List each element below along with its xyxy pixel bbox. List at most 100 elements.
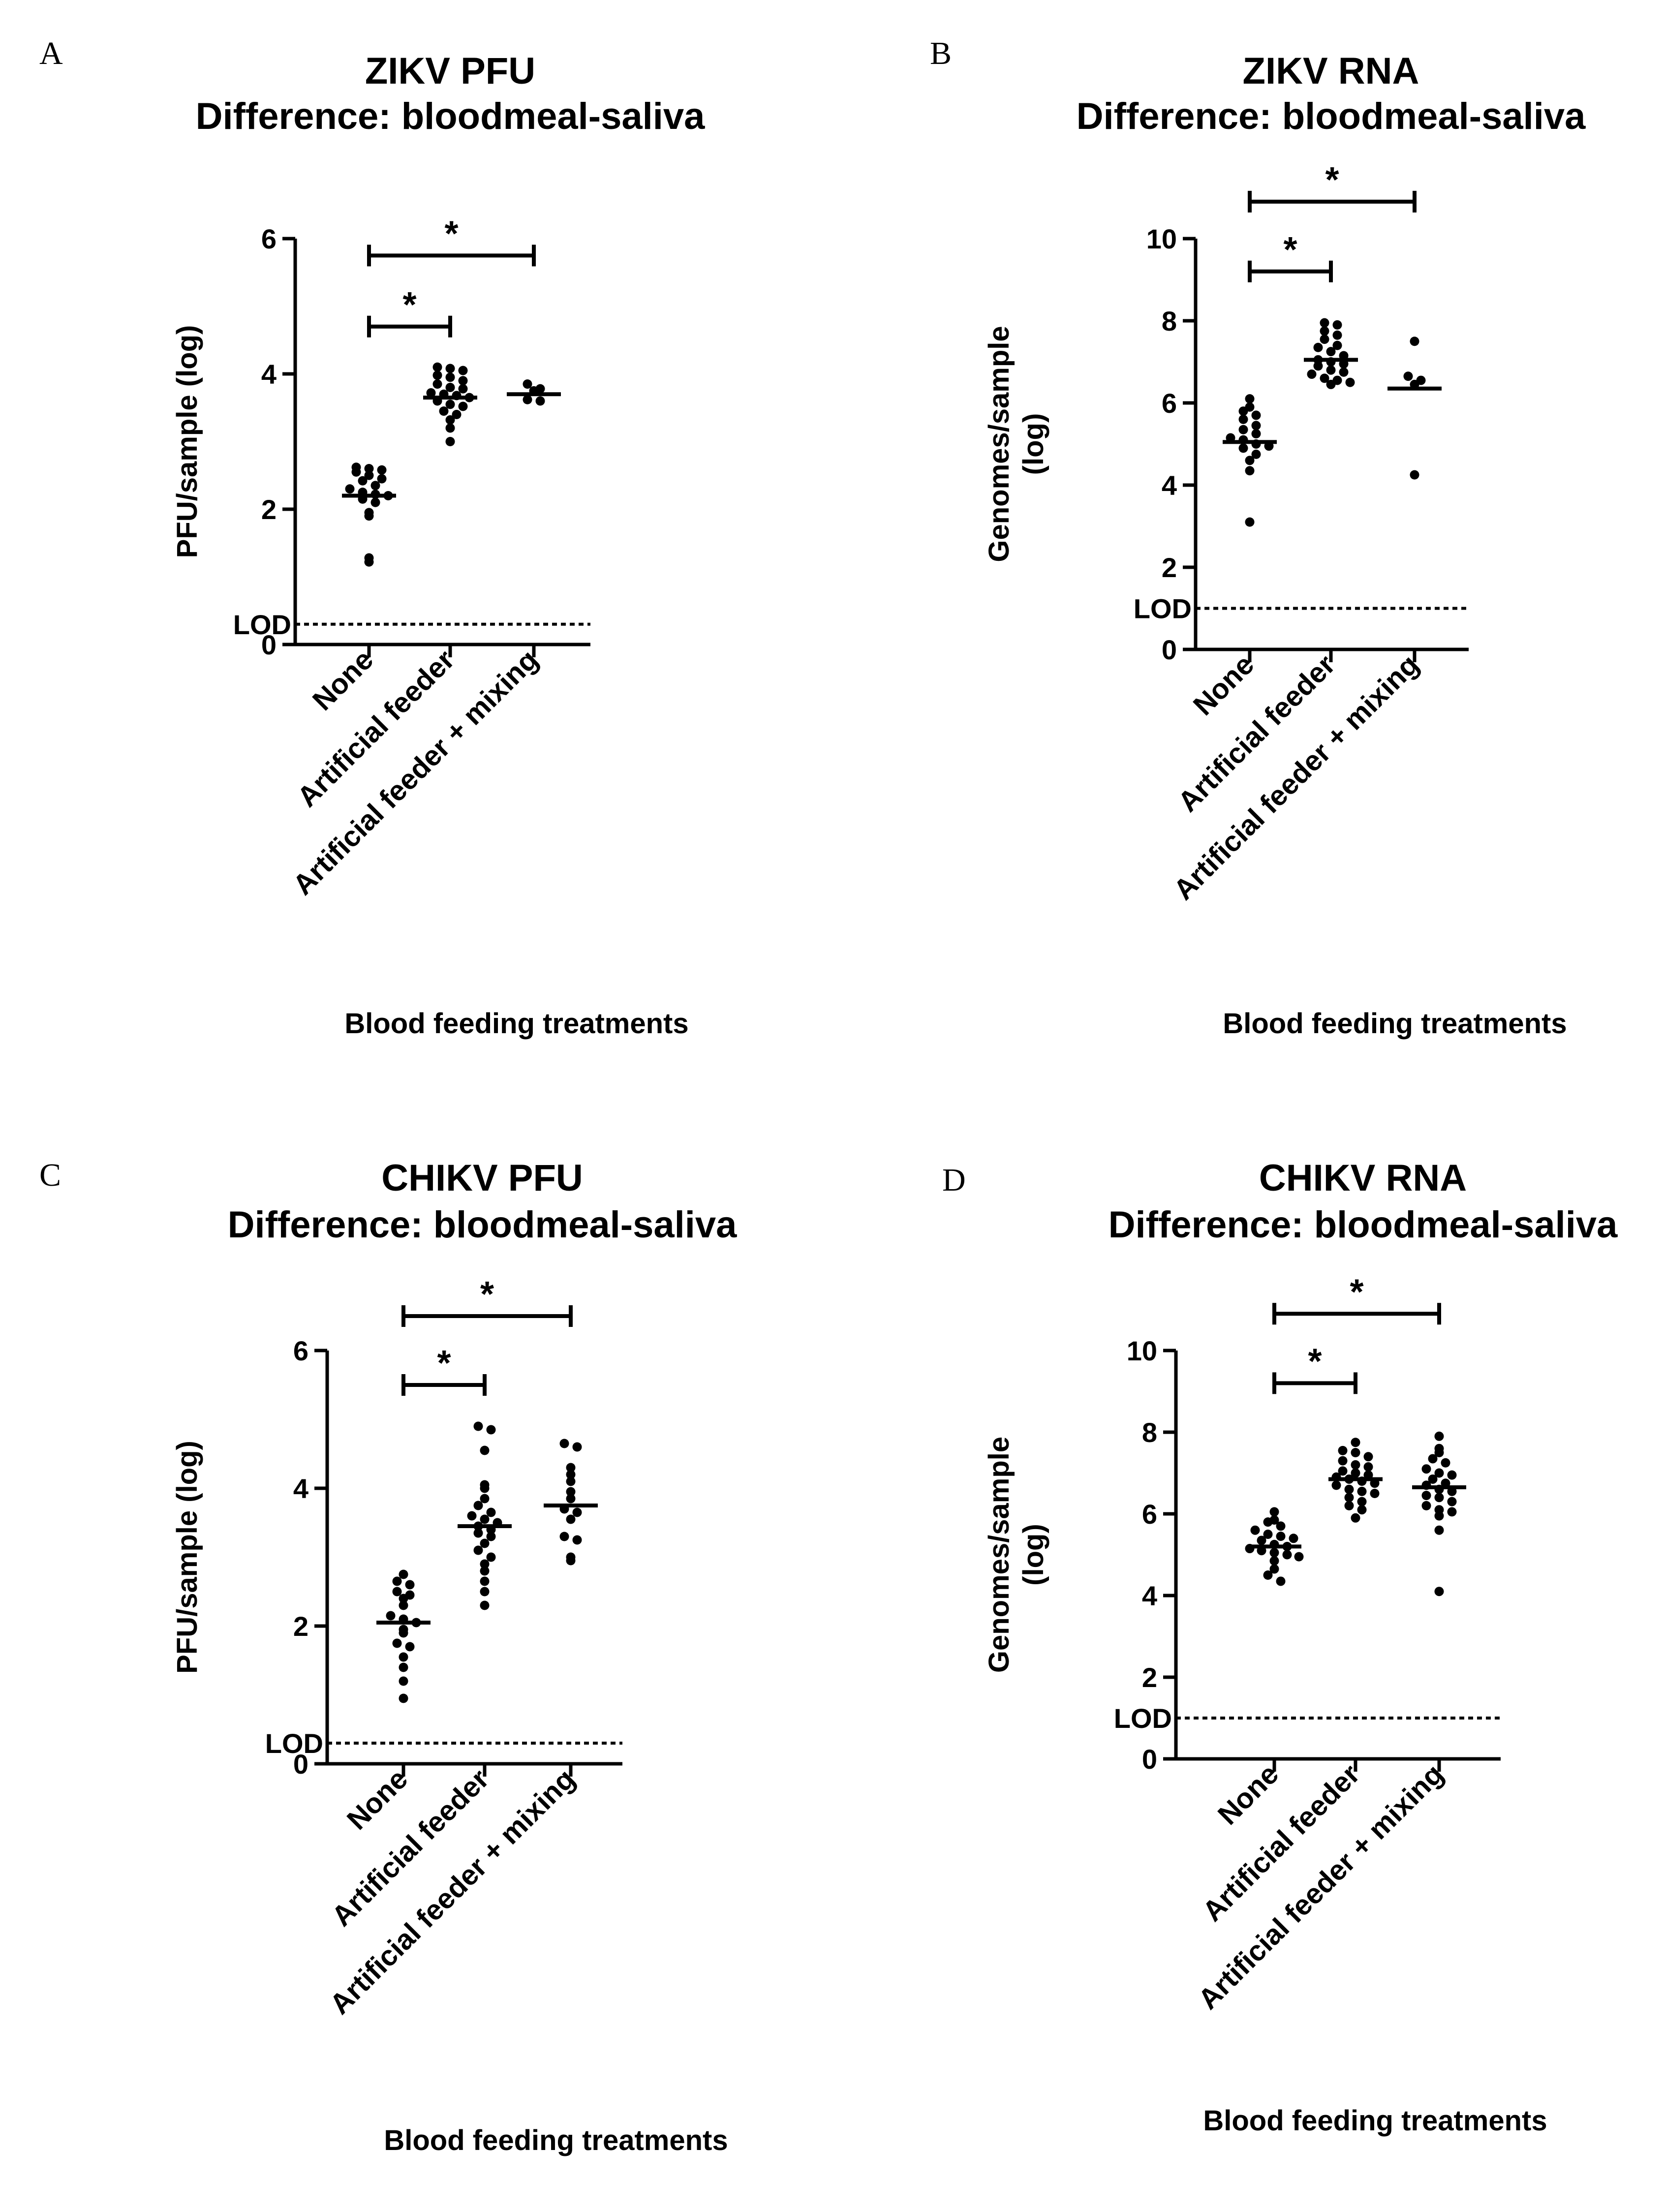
data-point — [1263, 1530, 1273, 1539]
panel-letter: A — [39, 35, 63, 71]
data-point — [1269, 1515, 1279, 1525]
data-point — [1326, 347, 1336, 357]
chart-panel-d: D CHIKV RNA Difference: bloodmeal-saliva 0 2… — [942, 1157, 1618, 2137]
data-point — [1332, 340, 1342, 350]
chart-subtitle: Difference: bloodmeal-saliva — [1077, 95, 1586, 137]
y-axis-label: Genomes/sample — [983, 326, 1015, 562]
x-axis-label: Blood feeding treatments — [1203, 2105, 1547, 2137]
data-point — [351, 462, 361, 472]
y-axis-label: (log) — [1017, 1524, 1049, 1586]
significance-label: * — [437, 1344, 451, 1383]
data-point — [1351, 1448, 1360, 1457]
data-point — [480, 1587, 490, 1597]
data-point — [480, 1494, 490, 1504]
data-point — [1269, 1507, 1279, 1517]
significance-label: * — [1350, 1272, 1363, 1312]
data-point — [1251, 449, 1261, 459]
data-point — [486, 1507, 496, 1517]
data-point — [1403, 371, 1413, 381]
y-axis-label: PFU/sample (log) — [171, 1441, 203, 1674]
data-point — [480, 1600, 490, 1610]
data-point — [1351, 1513, 1360, 1523]
data-point — [1434, 1468, 1444, 1478]
data-point — [480, 1559, 490, 1569]
data-point — [1428, 1474, 1438, 1484]
chart-title: CHIKV PFU — [381, 1157, 583, 1199]
data-point — [1238, 443, 1248, 453]
data-point — [1447, 1470, 1457, 1480]
y-axis-label: Genomes/sample — [983, 1437, 1015, 1673]
data-point — [1282, 1550, 1292, 1560]
data-point — [364, 470, 374, 480]
significance-label: * — [444, 214, 458, 253]
data-point — [559, 1532, 569, 1541]
y-tick-label: 4 — [1142, 1580, 1157, 1611]
y-tick-label: 10 — [1127, 1335, 1157, 1366]
y-tick-label: 6 — [293, 1335, 308, 1366]
data-point — [445, 415, 455, 425]
data-point — [473, 1528, 483, 1538]
chart-title: CHIKV RNA — [1259, 1157, 1467, 1199]
data-point — [566, 1494, 576, 1504]
data-point — [370, 481, 380, 491]
data-point — [473, 1421, 483, 1431]
data-point — [1447, 1497, 1457, 1506]
data-point — [1447, 1507, 1457, 1517]
y-tick-label: 0 — [293, 1749, 308, 1780]
data-point — [1370, 1489, 1380, 1498]
lod-label: LOD — [265, 1728, 323, 1759]
data-point — [439, 406, 449, 416]
data-point — [1257, 1536, 1266, 1545]
data-point — [1238, 425, 1248, 434]
data-point — [1434, 1525, 1444, 1535]
data-point — [1332, 375, 1342, 385]
data-point — [1276, 1532, 1286, 1541]
data-point — [480, 1445, 490, 1455]
data-point — [399, 1652, 408, 1662]
data-point — [1320, 335, 1329, 344]
x-axis-label: Blood feeding treatments — [1223, 1008, 1567, 1040]
data-point — [1251, 429, 1261, 439]
data-point — [473, 1545, 483, 1555]
data-point — [1276, 1576, 1286, 1586]
data-point — [1434, 1505, 1444, 1515]
x-axis-label: Blood feeding treatments — [384, 2124, 728, 2156]
data-point — [1245, 394, 1255, 404]
chart-title: ZIKV PFU — [365, 50, 535, 92]
data-point — [1250, 1525, 1260, 1535]
data-point — [559, 1439, 569, 1448]
data-point — [432, 379, 442, 389]
data-point — [1251, 410, 1261, 420]
data-point — [1351, 1438, 1360, 1447]
data-point — [405, 1642, 415, 1652]
data-point — [1269, 1548, 1279, 1558]
data-point — [1338, 1445, 1348, 1455]
data-point — [358, 476, 368, 486]
data-point — [445, 399, 455, 409]
data-point — [1357, 1486, 1367, 1496]
y-tick-label: 4 — [293, 1473, 308, 1504]
data-point — [1428, 1454, 1438, 1464]
data-point — [1245, 402, 1255, 412]
data-point — [566, 1487, 576, 1497]
data-point — [1344, 1501, 1354, 1510]
y-tick-label: 2 — [1142, 1662, 1157, 1693]
data-point — [405, 1580, 415, 1590]
significance-label: * — [1325, 160, 1339, 200]
data-point — [1410, 470, 1419, 480]
data-point — [458, 366, 468, 375]
data-point — [572, 1442, 582, 1452]
data-point — [473, 1501, 483, 1510]
data-point — [432, 362, 442, 372]
data-point — [445, 383, 455, 392]
data-point — [377, 474, 387, 484]
data-point — [486, 1532, 496, 1541]
data-point — [1294, 1552, 1304, 1562]
lod-label: LOD — [1114, 1703, 1172, 1734]
data-point — [572, 1507, 582, 1517]
y-tick-label: 2 — [293, 1611, 308, 1642]
y-tick-label: 2 — [1162, 552, 1177, 583]
y-tick-label: 4 — [261, 359, 277, 390]
